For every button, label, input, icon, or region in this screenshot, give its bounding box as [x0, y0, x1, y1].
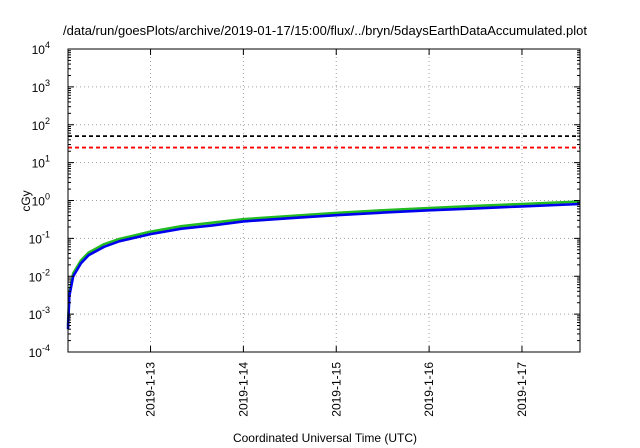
series-lines [66, 200, 581, 330]
series-line [66, 200, 581, 326]
y-tick-label: 10-4 [29, 343, 50, 360]
x-axis-label: Coordinated Universal Time (UTC) [233, 431, 417, 445]
chart-title: /data/run/goesPlots/archive/2019-01-17/1… [63, 23, 587, 38]
reference-lines [68, 135, 580, 149]
y-tick-exponent: -1 [42, 229, 50, 239]
y-tick-exponent: 0 [45, 192, 50, 202]
plot-frame [67, 48, 581, 353]
y-tick-exponent: -4 [42, 343, 50, 353]
x-tick-label: 2019-1-17 [515, 362, 529, 417]
y-tick-base: 10 [32, 195, 46, 209]
y-tick-label: 101 [32, 154, 50, 171]
axis-ticks: 10-410-310-210-11001011021031042019-1-13… [29, 40, 580, 417]
y-tick-label: 10-1 [29, 229, 50, 246]
y-tick-exponent: 1 [45, 154, 50, 164]
y-tick-base: 10 [29, 308, 43, 322]
y-tick-exponent: 2 [45, 116, 50, 126]
y-tick-base: 10 [32, 157, 46, 171]
y-tick-base: 10 [29, 346, 43, 360]
y-tick-base: 10 [32, 119, 46, 133]
y-tick-base: 10 [29, 270, 43, 284]
x-tick-label: 2019-1-13 [144, 362, 158, 417]
y-tick-base: 10 [32, 43, 46, 57]
x-tick-label: 2019-1-14 [236, 362, 250, 417]
y-tick-label: 100 [32, 192, 50, 209]
y-tick-label: 103 [32, 78, 50, 95]
series-line [66, 202, 581, 330]
y-tick-label: 102 [32, 116, 50, 133]
y-tick-label: 10-3 [29, 305, 50, 322]
y-tick-exponent: 4 [45, 40, 50, 50]
y-axis-label: cGy [19, 190, 33, 211]
y-tick-exponent: -2 [42, 267, 50, 277]
y-tick-exponent: 3 [45, 78, 50, 88]
y-tick-label: 104 [32, 40, 50, 57]
x-tick-label: 2019-1-16 [422, 362, 436, 417]
y-tick-base: 10 [32, 81, 46, 95]
y-tick-base: 10 [29, 232, 43, 246]
grid [68, 49, 580, 352]
y-tick-exponent: -3 [42, 305, 50, 315]
x-tick-label: 2019-1-15 [329, 362, 343, 417]
y-tick-label: 10-2 [29, 267, 50, 284]
